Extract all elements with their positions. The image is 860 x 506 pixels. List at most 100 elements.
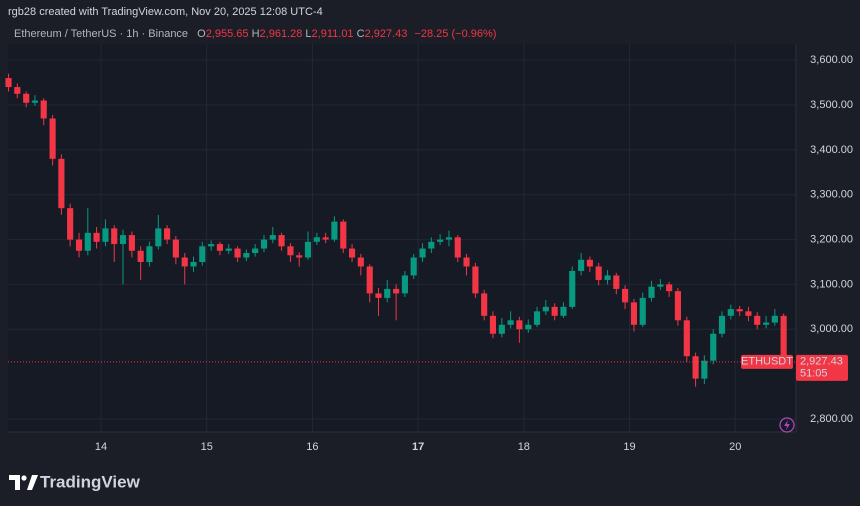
candle-body	[437, 239, 444, 242]
candle-body	[243, 253, 250, 258]
logo-text: TradingView	[40, 472, 141, 491]
y-tick-label: 3,300.00	[810, 189, 853, 201]
candle-body	[384, 288, 391, 298]
price-tag-text: 2,927.43	[800, 356, 843, 368]
candle-body	[630, 302, 638, 325]
labels: 2,800.00 3,000.00 3,100.00 3,200.00 3,300.00…	[95, 54, 853, 453]
candle-body	[763, 322, 770, 325]
candle-body	[472, 266, 479, 294]
candle-body	[401, 275, 408, 294]
candle-body	[181, 257, 188, 267]
ohlc-value: 2,955.65	[206, 28, 249, 40]
candle-body	[666, 284, 673, 292]
candle-body	[146, 246, 153, 262]
candle-body	[648, 286, 655, 298]
candle-body	[40, 100, 47, 119]
candle-body	[322, 237, 329, 240]
candle-body	[31, 100, 39, 103]
candle-body	[674, 291, 682, 321]
ohlc-key: H	[252, 28, 260, 40]
candle-body	[172, 239, 179, 258]
candle-body	[428, 241, 435, 249]
candle-body	[551, 306, 558, 316]
candle-body	[348, 248, 356, 258]
candle-body	[481, 293, 488, 316]
candle-body	[49, 118, 56, 159]
candle-body	[75, 239, 83, 251]
plot-area	[8, 44, 796, 432]
candle-body	[586, 259, 593, 267]
candle-body	[533, 311, 541, 325]
candle-body	[296, 255, 303, 258]
candle-body	[718, 315, 726, 334]
candle-body	[269, 235, 276, 240]
candle-body	[542, 306, 549, 312]
y-tick-label: 3,100.00	[810, 278, 853, 290]
candle-body	[164, 228, 171, 240]
candle-body	[23, 93, 30, 103]
symbol-tag-text: ETHUSDT	[741, 356, 793, 368]
candle-body	[445, 237, 453, 240]
candle-body	[393, 288, 400, 294]
candle-body	[454, 237, 461, 258]
candle-body	[639, 297, 646, 325]
candle-body	[190, 261, 197, 267]
candle-body	[111, 228, 118, 245]
candle-body	[754, 315, 761, 325]
candle-body	[357, 257, 364, 267]
y-tick-label: 2,800.00	[810, 413, 853, 425]
candle-body	[199, 246, 206, 262]
alert-icon	[779, 417, 795, 433]
x-tick-label: 16	[306, 441, 318, 453]
candle-body	[569, 270, 576, 307]
candle-body	[604, 275, 611, 280]
x-tick-label: 20	[729, 441, 741, 453]
ohlc-key: O	[197, 28, 206, 40]
candle-body	[278, 235, 285, 247]
candle-body	[657, 284, 664, 287]
candle-body	[208, 244, 215, 247]
candle-body	[525, 324, 532, 330]
candle-body	[119, 235, 127, 245]
symbol-tag	[741, 354, 793, 369]
candle-body	[252, 248, 259, 254]
candle-body	[745, 311, 752, 316]
candle-body	[137, 250, 144, 262]
candle-body	[771, 315, 778, 323]
candle-body	[595, 266, 602, 280]
ohlc-key: L	[305, 28, 311, 40]
countdown: 51:05	[800, 368, 828, 380]
candle-body	[331, 221, 338, 240]
candle-body	[622, 288, 629, 303]
candle-body	[489, 315, 497, 334]
y-tick-label: 3,200.00	[810, 233, 853, 245]
x-tick-label: 15	[201, 441, 213, 453]
price-tag	[796, 354, 848, 381]
candle-body	[5, 78, 12, 88]
candle-body	[155, 228, 162, 247]
chart-title: Ethereum / TetherUS · 1h · Binance	[14, 28, 188, 40]
candle-body	[225, 248, 232, 251]
candle-body	[516, 320, 523, 330]
candle-body	[419, 248, 426, 258]
candle-body	[102, 228, 109, 242]
candle-body	[710, 333, 717, 361]
candle-body	[128, 235, 135, 251]
candle-body	[375, 293, 382, 298]
y-tick-label: 3,500.00	[810, 99, 853, 111]
y-tick-label: 3,600.00	[810, 54, 853, 66]
x-tick-label: 17	[412, 441, 424, 453]
ohlc-value: 2,927.43	[365, 28, 408, 40]
logo: TradingView	[9, 472, 141, 491]
candle-body	[701, 360, 708, 379]
y-tick-label: 3,400.00	[810, 144, 853, 156]
x-tick-label: 18	[518, 441, 530, 453]
candle-body	[304, 241, 312, 258]
candle-body	[780, 315, 787, 362]
x-tick-label: 14	[95, 441, 107, 453]
ohlc-value: 2,911.01	[312, 28, 354, 40]
candle-body	[683, 320, 690, 357]
candle-body	[14, 87, 21, 94]
